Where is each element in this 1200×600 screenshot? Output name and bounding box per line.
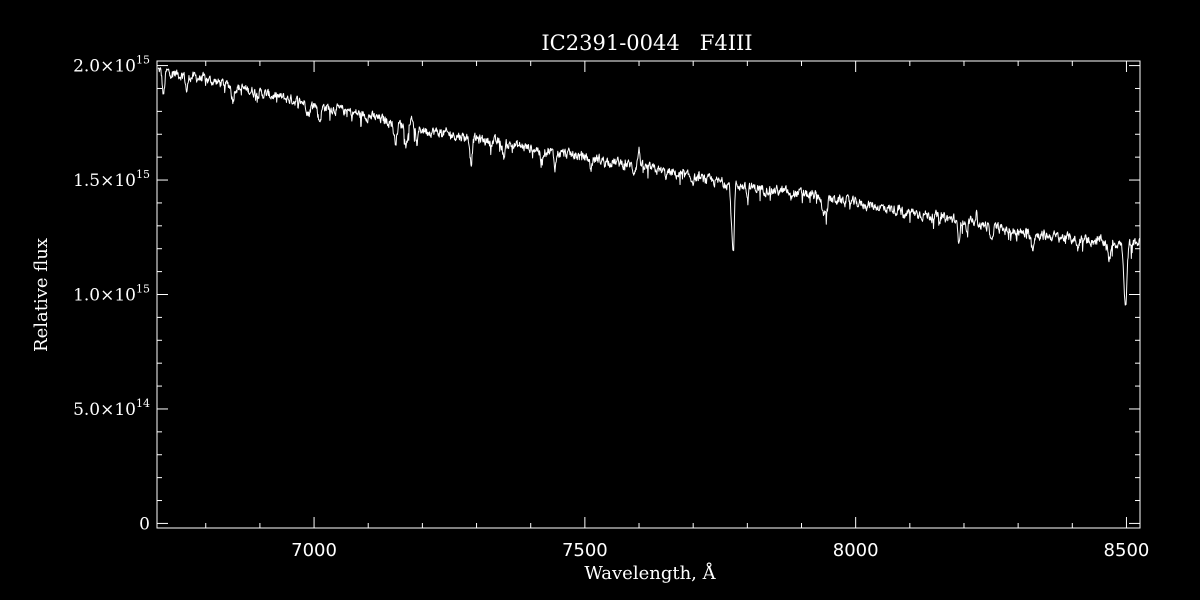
x-axis-label: Wavelength, Å bbox=[584, 562, 716, 584]
y-tick-label: 2.0×1015 bbox=[73, 54, 150, 77]
y-axis-label: Relative flux bbox=[31, 238, 52, 352]
chart-title: IC2391-0044 F4III bbox=[541, 31, 752, 55]
x-tick-label: 7000 bbox=[291, 540, 337, 561]
plot-frame bbox=[156, 60, 1141, 529]
x-tick-label: 8500 bbox=[1104, 540, 1150, 561]
y-tick-label: 1.0×1015 bbox=[73, 283, 150, 306]
y-tick-label: 1.5×1015 bbox=[73, 168, 150, 191]
spectrum-line bbox=[157, 67, 1141, 306]
x-tick-label: 7500 bbox=[562, 540, 608, 561]
x-tick-label: 8000 bbox=[833, 540, 879, 561]
tick-labels: 7000 7500 8000 8500 0 5.0×1014 1.0×1015 1.5×101… bbox=[73, 54, 1149, 561]
axis-ticks bbox=[157, 61, 1140, 528]
y-tick-label: 0 bbox=[139, 514, 150, 534]
y-tick-label: 5.0×1014 bbox=[73, 397, 150, 420]
